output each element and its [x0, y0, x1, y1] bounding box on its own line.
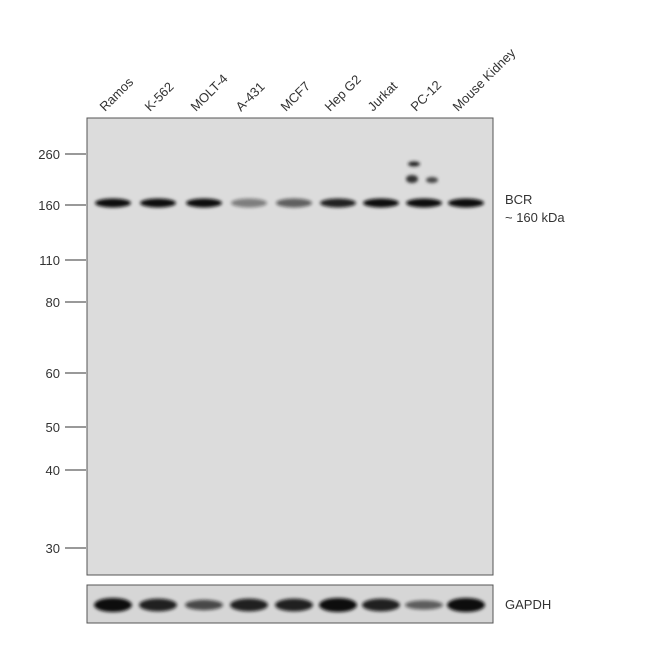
gapdh-band	[230, 598, 268, 612]
gapdh-band	[94, 598, 132, 612]
lane-label: MOLT-4	[188, 71, 231, 114]
marker-label: 30	[46, 541, 60, 556]
bcr-band	[186, 198, 222, 208]
target-size: ~ 160 kDa	[505, 210, 565, 225]
marker-label: 60	[46, 366, 60, 381]
gapdh-band	[362, 598, 400, 612]
lane-label: Mouse Kidney	[450, 45, 519, 114]
marker-label: 40	[46, 463, 60, 478]
gapdh-band	[139, 598, 177, 612]
bands	[94, 161, 485, 612]
lane-label: PC-12	[408, 77, 445, 114]
loading-control-label: GAPDH	[505, 597, 551, 612]
bcr-band	[95, 198, 131, 208]
target-name: BCR	[505, 192, 532, 207]
marker-label: 50	[46, 420, 60, 435]
bcr-band	[406, 198, 442, 208]
lane-label: Hep G2	[322, 72, 364, 114]
main-blot	[86, 117, 494, 576]
bcr-band	[276, 198, 312, 208]
lane-label: MCF7	[278, 78, 314, 114]
gapdh-band	[319, 598, 357, 612]
lane-label: Jurkat	[365, 78, 401, 114]
gapdh-band	[275, 598, 313, 612]
gapdh-band	[405, 600, 443, 610]
marker-label: 160	[38, 198, 60, 213]
lane-label: A-431	[233, 79, 268, 114]
bcr-band	[320, 198, 356, 208]
bcr-band	[363, 198, 399, 208]
gapdh-band	[185, 599, 223, 611]
extra-band	[426, 177, 438, 183]
gapdh-band	[447, 598, 485, 612]
extra-band	[406, 175, 418, 183]
bcr-band	[140, 198, 176, 208]
bcr-band	[448, 198, 484, 208]
marker-label: 80	[46, 295, 60, 310]
lane-label: Ramos	[97, 74, 137, 114]
marker-label: 110	[39, 253, 60, 268]
bcr-band	[231, 198, 267, 208]
lane-label: K-562	[142, 79, 177, 114]
extra-band	[408, 161, 420, 167]
marker-label: 260	[38, 147, 60, 162]
